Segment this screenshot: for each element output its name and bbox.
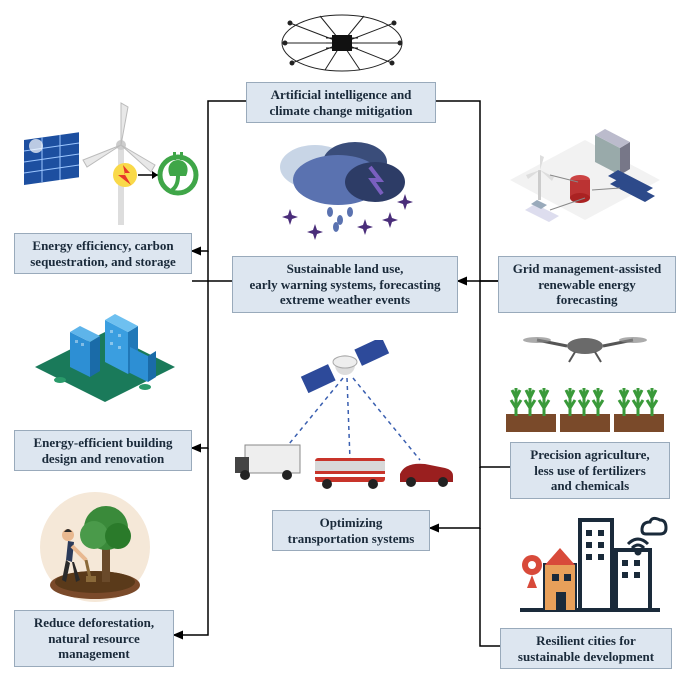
label-deforestation: Reduce deforestation,natural resourceman…: [14, 610, 174, 667]
drone-crops-icon: [498, 326, 673, 438]
city-isometric-icon: [30, 302, 180, 422]
label-cities: Resilient cities forsustainable developm…: [500, 628, 672, 669]
storm-cloud-icon: [260, 132, 430, 250]
label-weather: Sustainable land use,early warning syste…: [232, 256, 458, 313]
label-grid: Grid management-assistedrenewable energy…: [498, 256, 676, 313]
wind-solar-icon: [20, 100, 200, 228]
central-title-box: Artificial intelligence andclimate chang…: [246, 82, 436, 123]
label-transport: Optimizingtransportation systems: [272, 510, 430, 551]
city-flat-icon: [510, 510, 670, 622]
brain-chip-icon: [270, 8, 415, 78]
satellite-vehicles-icon: [225, 340, 465, 505]
label-agriculture: Precision agriculture,less use of fertil…: [510, 442, 670, 499]
label-energy-efficiency: Energy efficiency, carbonsequestration, …: [14, 233, 192, 274]
grid-isometric-icon: [500, 120, 670, 250]
tree-planting-icon: [30, 490, 160, 605]
label-buildings: Energy-efficient buildingdesign and reno…: [14, 430, 192, 471]
